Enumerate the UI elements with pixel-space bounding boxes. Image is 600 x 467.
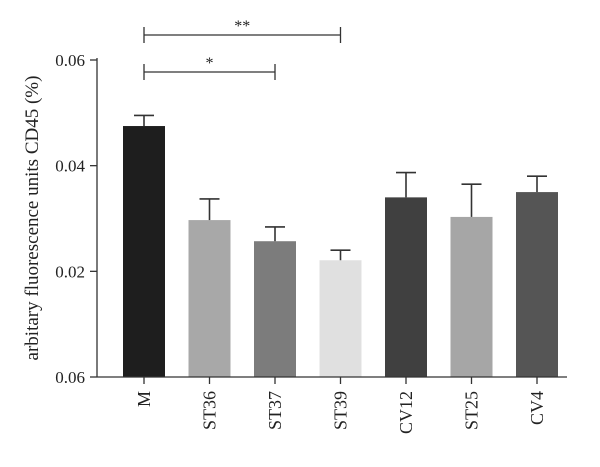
x-tick-label: M: [134, 391, 154, 407]
y-tick-label: 0.04: [55, 157, 85, 176]
bar-cv4: [516, 192, 558, 377]
y-axis-title: arbitary fluorescence units CD45 (%): [22, 76, 43, 361]
x-tick-label: ST37: [265, 391, 285, 430]
axes-group: [96, 58, 567, 378]
y-tick-label: 0.02: [55, 262, 85, 281]
significance-label: **: [234, 18, 250, 35]
x-tick-label: CV12: [396, 391, 416, 434]
y-tick-label: 0.06: [55, 51, 85, 70]
bar-st25: [450, 216, 493, 377]
x-tick-label: ST36: [200, 391, 220, 430]
bar-st37: [254, 241, 296, 377]
x-tick-label: ST39: [331, 391, 351, 430]
significance-label: *: [206, 55, 214, 72]
bar-st36: [188, 220, 231, 377]
y-ticks-group: 0.06 0.02 0.04 0.06: [55, 51, 97, 387]
y-tick-label: 0.06: [55, 368, 85, 387]
significance-group: ***: [143, 18, 342, 80]
bar-st39: [319, 260, 362, 377]
error-bars-group: [134, 114, 547, 261]
x-tick-label: ST25: [462, 391, 482, 430]
bars-group: [123, 126, 558, 378]
bar-m: [123, 126, 165, 378]
x-ticks-group: M ST36 ST37 ST39 CV12 ST25 CV4: [134, 377, 547, 434]
x-tick-label: CV4: [527, 391, 547, 425]
bar-cv12: [385, 197, 427, 377]
